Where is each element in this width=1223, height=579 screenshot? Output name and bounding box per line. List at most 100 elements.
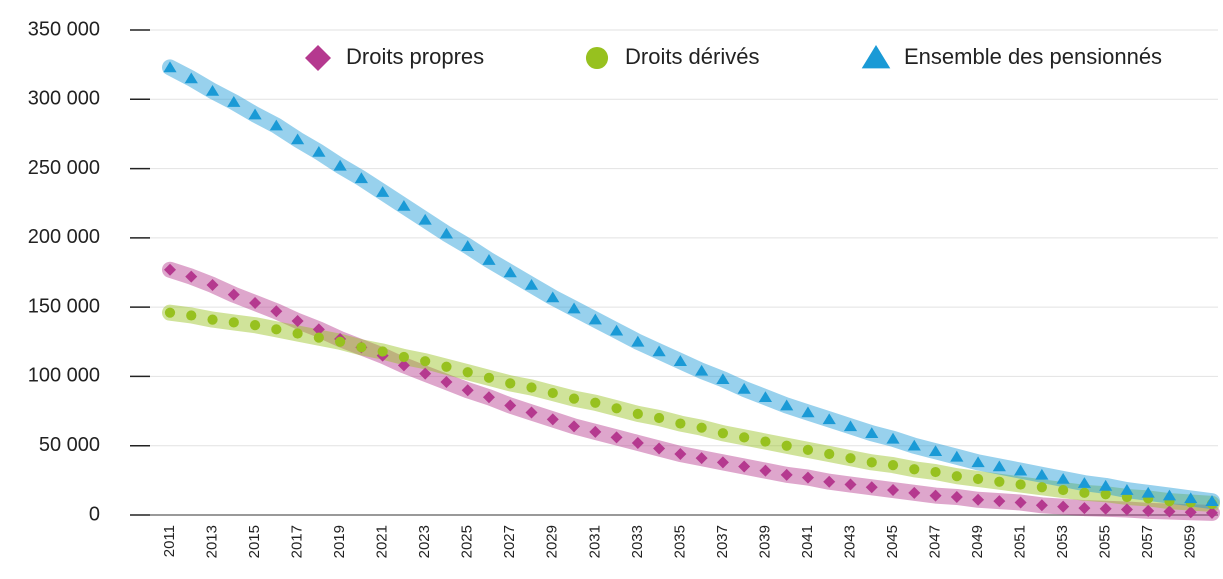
marker	[483, 372, 495, 383]
marker	[567, 302, 581, 314]
marker	[186, 310, 197, 321]
x-tick-label: 2023	[416, 525, 433, 558]
x-tick-label: 2045	[884, 525, 901, 558]
marker	[439, 227, 454, 239]
marker	[865, 481, 878, 494]
marker	[504, 399, 517, 412]
marker	[929, 489, 942, 502]
marker	[1077, 477, 1092, 488]
marker	[1014, 464, 1028, 476]
y-tick-label: 300 000	[28, 88, 100, 110]
marker	[441, 361, 452, 372]
marker	[1056, 472, 1070, 484]
marker	[673, 355, 687, 366]
x-tick-label: 2031	[586, 525, 603, 558]
marker	[1206, 506, 1218, 519]
marker	[972, 473, 984, 485]
marker	[824, 448, 835, 460]
marker	[716, 373, 730, 384]
marker	[185, 270, 198, 283]
marker	[1120, 484, 1134, 495]
marker	[525, 406, 538, 419]
marker	[249, 296, 262, 309]
marker	[759, 464, 772, 477]
y-tick-label: 250 000	[28, 157, 100, 179]
marker	[505, 378, 516, 389]
marker	[928, 445, 943, 457]
marker	[887, 484, 900, 497]
marker	[822, 413, 836, 425]
marker	[526, 382, 537, 393]
marker	[951, 471, 962, 482]
marker	[654, 412, 665, 424]
marker	[760, 436, 771, 447]
marker	[674, 448, 687, 461]
marker	[823, 475, 836, 488]
x-tick-label: 2059	[1182, 525, 1199, 558]
marker	[972, 493, 985, 506]
marker	[696, 422, 707, 433]
marker	[631, 335, 645, 347]
y-tick-label: 100 000	[28, 365, 100, 387]
marker	[907, 439, 921, 451]
marker	[632, 408, 643, 419]
marker	[994, 476, 1005, 487]
legend-label: Droits propres	[346, 44, 484, 69]
marker	[886, 432, 900, 444]
legend-label: Droits dérivés	[625, 44, 759, 69]
marker	[675, 418, 686, 429]
marker	[1099, 502, 1112, 515]
marker	[206, 278, 219, 291]
marker	[653, 442, 666, 455]
y-tick-label: 350 000	[28, 18, 100, 40]
marker	[738, 460, 751, 473]
marker	[1100, 489, 1111, 500]
marker	[780, 468, 793, 481]
marker	[440, 375, 453, 388]
marker	[861, 45, 891, 69]
marker	[420, 356, 431, 367]
marker	[227, 96, 241, 107]
x-tick-label: 2057	[1139, 525, 1156, 558]
marker	[291, 315, 304, 327]
marker	[780, 399, 794, 411]
marker	[164, 307, 176, 318]
y-tick-label: 0	[89, 503, 100, 525]
series-band	[162, 59, 1220, 510]
marker	[992, 460, 1006, 472]
marker	[1015, 479, 1026, 490]
marker	[356, 342, 367, 353]
x-tick-label: 2035	[671, 525, 688, 558]
marker	[207, 314, 218, 325]
marker	[164, 263, 176, 276]
marker	[695, 452, 708, 465]
marker	[376, 186, 390, 197]
marker	[305, 45, 331, 71]
marker	[1057, 500, 1070, 513]
marker	[1142, 504, 1155, 517]
marker	[1120, 503, 1133, 516]
marker	[419, 367, 432, 380]
marker	[312, 323, 325, 336]
x-tick-label: 2011	[161, 525, 178, 557]
x-tick-label: 2055	[1097, 525, 1114, 558]
x-tick-label: 2013	[203, 525, 220, 558]
marker	[758, 391, 773, 403]
marker	[333, 159, 347, 171]
marker	[503, 266, 517, 278]
marker	[354, 172, 368, 184]
marker	[461, 240, 475, 251]
marker	[631, 436, 644, 449]
marker	[271, 324, 282, 335]
x-tick-label: 2049	[969, 525, 986, 558]
marker	[739, 432, 750, 443]
marker	[802, 444, 814, 455]
legend-label: Ensemble des pensionnés	[904, 44, 1162, 69]
marker	[843, 420, 858, 432]
marker	[546, 413, 559, 426]
marker	[865, 427, 879, 439]
marker	[589, 425, 602, 438]
marker	[610, 431, 623, 444]
y-tick-label: 200 000	[28, 226, 100, 248]
